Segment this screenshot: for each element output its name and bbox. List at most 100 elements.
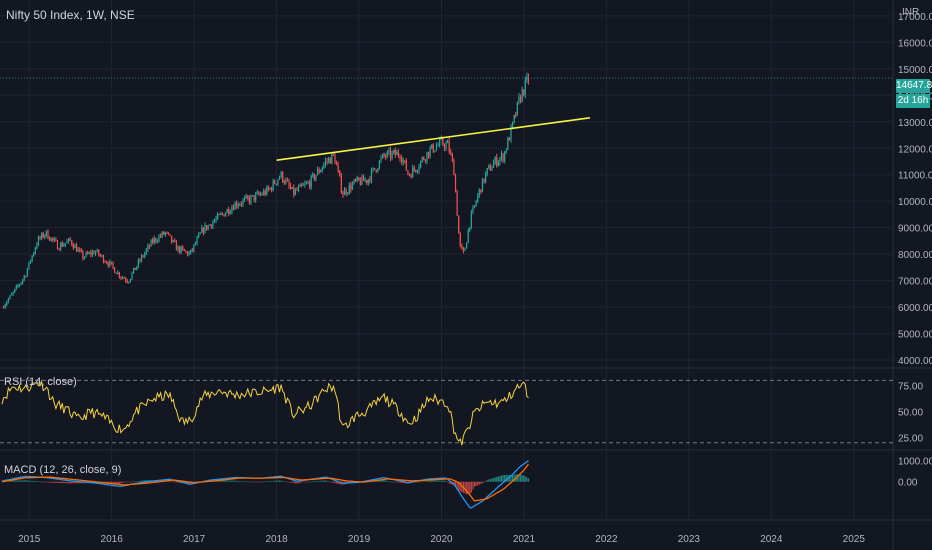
rsi-axis-tick: 75.00	[898, 382, 923, 393]
candle-body	[383, 154, 385, 156]
macd-histogram-bar	[324, 480, 327, 482]
candle-body	[296, 189, 298, 191]
macd-histogram-bar	[402, 481, 404, 484]
candle-body	[72, 244, 74, 249]
candle-body	[91, 251, 93, 255]
candle-body	[516, 101, 518, 116]
candle-body	[188, 252, 190, 255]
candle-body	[36, 244, 38, 249]
candle-body	[275, 183, 277, 185]
candle-body	[335, 163, 338, 166]
candle-body	[377, 168, 379, 172]
macd-histogram-bar	[20, 480, 22, 482]
candle-body	[239, 204, 241, 206]
candle-body	[305, 182, 308, 184]
candle-body	[358, 177, 360, 181]
macd-histogram-bar	[485, 481, 487, 482]
candle-body	[332, 154, 335, 156]
macd-histogram-bar	[293, 481, 295, 484]
macd-histogram-bar	[259, 481, 262, 483]
macd-histogram-bar	[171, 481, 173, 482]
macd-histogram-bar	[239, 481, 241, 482]
candle-body	[297, 186, 300, 191]
time-axis-tick: 2018	[265, 534, 288, 545]
candle-body	[502, 153, 504, 162]
macd-histogram-bar	[297, 481, 300, 484]
macd-histogram-bar	[313, 481, 315, 482]
macd-histogram-bar	[432, 480, 434, 482]
macd-histogram-bar	[69, 481, 71, 484]
candle-body	[185, 251, 187, 253]
candle-body	[394, 150, 396, 155]
candle-body	[353, 179, 355, 184]
macd-histogram-bar	[494, 477, 496, 482]
macd-histogram-bar	[274, 480, 276, 482]
macd-histogram-bar	[112, 481, 114, 484]
macd-histogram-bar	[386, 481, 388, 482]
candle-body	[356, 177, 358, 181]
macd-histogram-bar	[448, 481, 450, 484]
candle-body	[144, 253, 146, 257]
macd-histogram-bar	[480, 481, 482, 484]
candle-body	[18, 284, 21, 286]
macd-histogram-bar	[64, 481, 67, 484]
candle-body	[278, 177, 281, 180]
macd-histogram-bar	[79, 481, 81, 484]
candle-body	[82, 251, 84, 259]
time-axis-tick: 2016	[101, 534, 124, 545]
candle-body	[307, 182, 309, 184]
candle-body	[508, 137, 511, 141]
macd-histogram-bar	[113, 481, 116, 484]
candle-body	[367, 179, 369, 184]
macd-histogram-bar	[56, 481, 59, 483]
price-axis-tick: 15000.00	[898, 65, 932, 76]
candles-group	[2, 72, 530, 309]
candle-body	[282, 171, 284, 182]
candle-body	[88, 252, 90, 254]
macd-histogram-bar	[381, 479, 384, 482]
macd-histogram-bar	[481, 481, 484, 484]
macd-histogram-bar	[277, 480, 279, 482]
candle-body	[101, 255, 103, 257]
candle-body	[399, 156, 401, 159]
candle-body	[163, 231, 165, 235]
rsi-legend[interactable]: RSI (14, close)	[4, 376, 77, 388]
candle-body	[329, 158, 331, 164]
macd-histogram-bar	[267, 481, 269, 482]
candle-body	[6, 302, 8, 305]
macd-histogram-bar	[15, 480, 17, 482]
macd-histogram-bar	[472, 481, 474, 490]
macd-histogram-bar	[291, 481, 293, 483]
candle-body	[14, 289, 16, 293]
candle-body	[261, 194, 263, 196]
candle-body	[26, 268, 28, 277]
macd-histogram-bar	[77, 481, 79, 484]
candle-body	[118, 272, 120, 278]
candle-body	[418, 167, 420, 171]
candle-body	[473, 205, 476, 208]
candle-body	[45, 230, 47, 236]
currency-label[interactable]: INR	[902, 7, 920, 18]
candle-body	[98, 249, 100, 255]
macd-histogram-bar	[136, 481, 138, 482]
macd-histogram-bar	[52, 481, 54, 483]
macd-histogram-bar	[115, 481, 117, 484]
macd-legend[interactable]: MACD (12, 26, close, 9)	[4, 464, 122, 476]
candle-body	[158, 235, 160, 242]
macd-histogram-bar	[218, 480, 220, 482]
macd-signal-line	[1, 463, 530, 502]
candle-body	[523, 89, 525, 95]
candle-body	[140, 255, 143, 261]
macd-histogram-bar	[242, 481, 244, 482]
candle-body	[175, 241, 178, 251]
macd-histogram-bar	[316, 481, 319, 482]
candle-body	[60, 243, 62, 250]
macd-histogram-bar	[434, 480, 436, 482]
macd-histogram-bar	[28, 480, 30, 482]
candle-body	[244, 197, 246, 200]
macd-histogram-bar	[483, 481, 485, 483]
candle-body	[416, 170, 419, 172]
candle-body	[277, 179, 279, 184]
candle-body	[369, 179, 371, 182]
